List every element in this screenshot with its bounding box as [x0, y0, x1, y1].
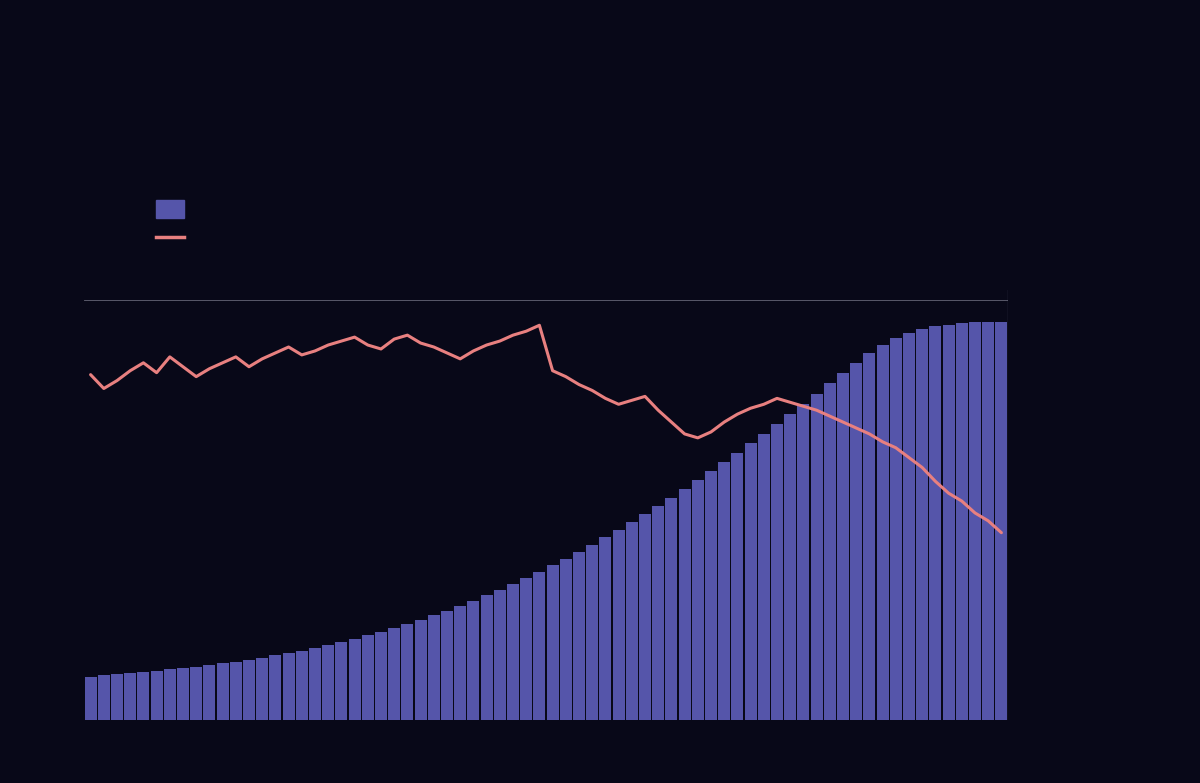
Bar	[968, 323, 982, 720]
Bar	[797, 403, 810, 720]
Bar	[335, 642, 348, 720]
Bar	[916, 329, 929, 720]
Bar	[850, 363, 863, 720]
Bar	[533, 572, 546, 720]
Bar	[863, 353, 876, 720]
Bar	[269, 655, 282, 720]
Bar	[348, 639, 361, 720]
Bar	[110, 674, 124, 720]
Bar	[744, 443, 757, 720]
Bar	[282, 653, 295, 720]
Bar	[454, 606, 467, 720]
Bar	[638, 514, 652, 720]
Bar	[625, 522, 638, 720]
Bar	[176, 668, 190, 720]
Bar	[546, 565, 559, 720]
Bar	[493, 590, 506, 720]
Bar	[652, 506, 665, 720]
Bar	[440, 611, 454, 720]
Bar	[876, 345, 889, 720]
Bar	[84, 677, 97, 720]
Bar	[467, 601, 480, 720]
Bar	[374, 632, 388, 720]
Bar	[889, 337, 902, 720]
Bar	[150, 671, 163, 720]
Bar	[295, 651, 308, 720]
Bar	[784, 413, 797, 720]
Legend: Utlåning till bostadsbolag, mdkr, Årlig tillväxttakt, %: Utlåning till bostadsbolag, mdkr, Årlig …	[151, 196, 440, 252]
Bar	[982, 322, 995, 720]
Bar	[137, 672, 150, 720]
Bar	[427, 615, 440, 720]
Bar	[388, 628, 401, 720]
Bar	[414, 619, 427, 720]
Bar	[572, 552, 586, 720]
Bar	[731, 453, 744, 720]
Bar	[559, 559, 572, 720]
Bar	[506, 584, 520, 720]
Bar	[97, 676, 110, 720]
Bar	[322, 645, 335, 720]
Bar	[256, 658, 269, 720]
Bar	[823, 384, 836, 720]
Bar	[955, 323, 968, 720]
Bar	[770, 424, 784, 720]
Bar	[757, 434, 770, 720]
Bar	[678, 489, 691, 720]
Bar	[836, 373, 850, 720]
Bar	[480, 595, 493, 720]
Bar	[190, 667, 203, 720]
Bar	[216, 663, 229, 720]
Bar	[520, 578, 533, 720]
Bar	[718, 462, 731, 720]
Bar	[902, 333, 916, 720]
Bar	[401, 624, 414, 720]
Bar	[229, 662, 242, 720]
Bar	[691, 480, 704, 720]
Bar	[665, 498, 678, 720]
Bar	[929, 327, 942, 720]
Bar	[704, 471, 718, 720]
Bar	[586, 545, 599, 720]
Bar	[942, 325, 955, 720]
Bar	[308, 648, 322, 720]
Bar	[599, 537, 612, 720]
Bar	[361, 635, 374, 720]
Bar	[995, 322, 1008, 720]
Bar	[242, 660, 256, 720]
Bar	[163, 669, 176, 720]
Bar	[810, 394, 823, 720]
Bar	[612, 530, 625, 720]
Bar	[124, 673, 137, 720]
Bar	[203, 665, 216, 720]
